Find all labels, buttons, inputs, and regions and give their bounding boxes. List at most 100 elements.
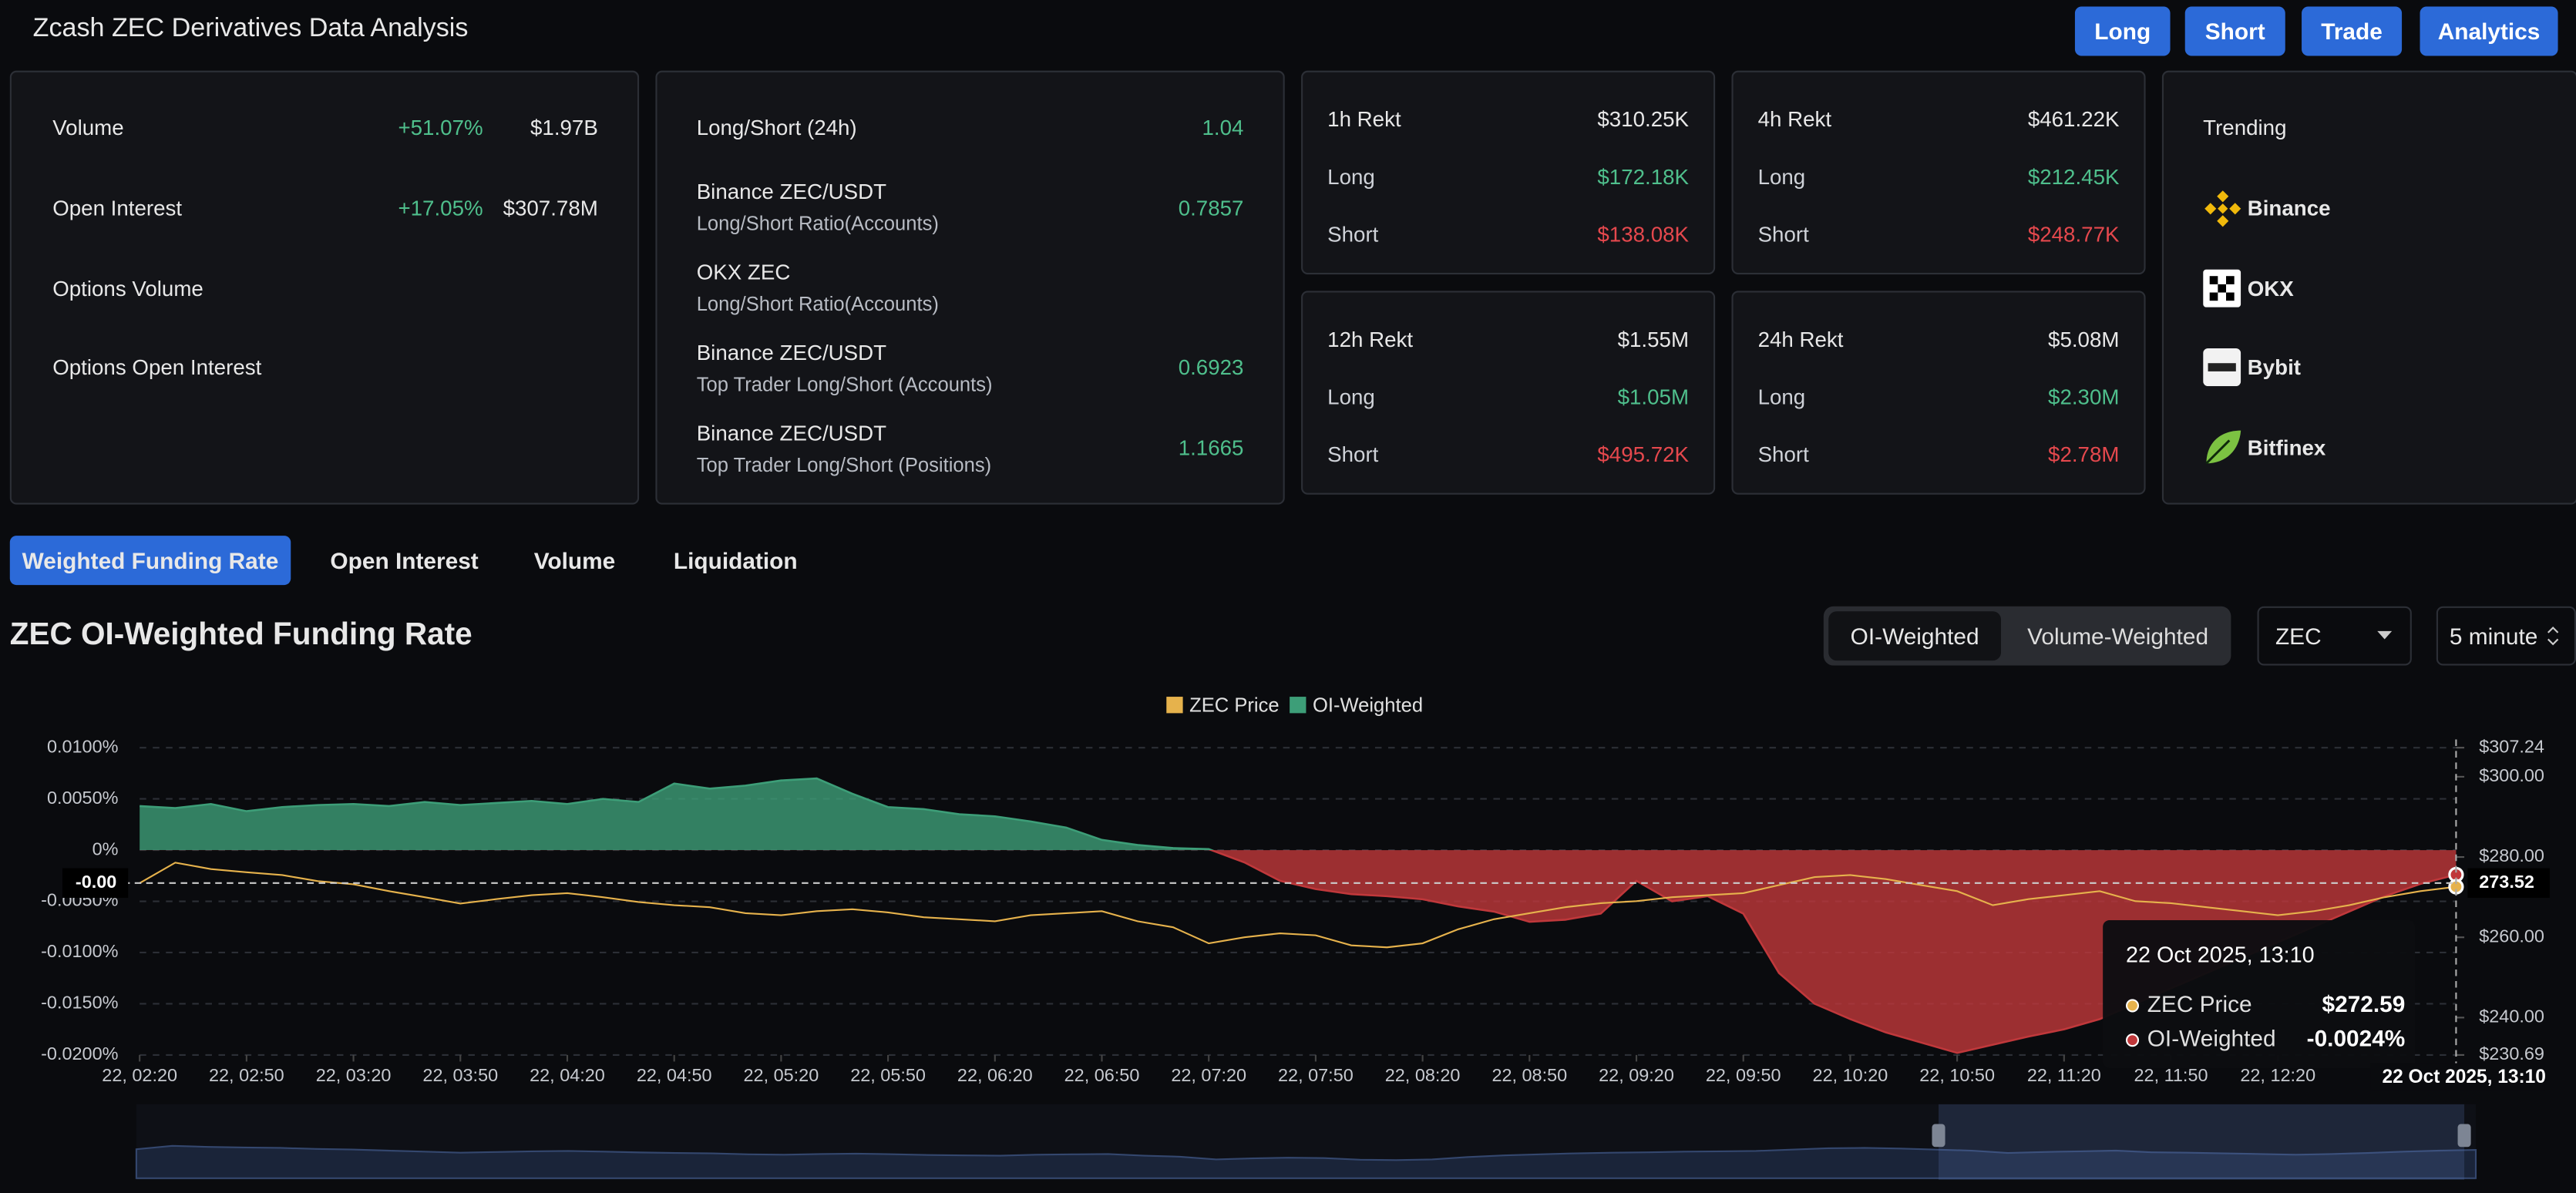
x-tick-label: 22, 09:20: [1599, 1065, 1674, 1085]
legend-label: ZEC Price: [1189, 695, 1280, 717]
rekt-value: $310.25K: [1597, 106, 1690, 132]
tab[interactable]: Liquidation: [673, 547, 798, 574]
area-fill: [140, 778, 2457, 1054]
x-tick-label: 22, 11:50: [2134, 1065, 2208, 1085]
tooltip-title: 22 Oct 2025, 13:10: [2126, 943, 2315, 968]
rekt-value: $212.45K: [2027, 164, 2120, 190]
rekt-value: $461.22K: [2027, 106, 2120, 132]
legend-label: OI-Weighted: [1313, 695, 1423, 717]
select-value: 5 minute: [2449, 623, 2538, 650]
y-tick-label: -0.0150%: [41, 993, 118, 1013]
ratio-name: Binance ZEC/USDT: [696, 179, 887, 204]
label: Options Open Interest: [52, 355, 262, 380]
tab-active[interactable]: Weighted Funding Rate: [9, 536, 291, 586]
trending-item[interactable]: Bitfinex: [2247, 435, 2326, 461]
navigator-area: [135, 1144, 2477, 1179]
ratio-value: 1.04: [1202, 115, 1244, 140]
x-tick-label: 22, 11:20: [2027, 1065, 2101, 1085]
rekt-label: Long: [1757, 384, 1806, 409]
x-tick-label: 22, 06:50: [1064, 1065, 1140, 1085]
caret: [2377, 630, 2393, 640]
trending-item[interactable]: Bybit: [2247, 355, 2301, 380]
coin-select[interactable]: ZEC: [2257, 606, 2412, 666]
tab[interactable]: Volume: [533, 547, 616, 574]
price-line: [139, 862, 2457, 949]
tooltip-box: [2103, 920, 2416, 1068]
crosshair-x-label: 22 Oct 2025, 13:10: [2382, 1067, 2545, 1087]
overview-card: Volume +51.07% $1.97B Open Interest +17.…: [9, 70, 640, 505]
trade-button[interactable]: Trade: [2302, 6, 2403, 56]
rekt-value: $2.78M: [2048, 442, 2120, 467]
value: $1.97B: [530, 115, 598, 140]
bybit-icon: [2203, 348, 2241, 387]
rekt-label: Short: [1757, 221, 1809, 247]
toggle-option-active[interactable]: OI-Weighted: [1828, 611, 2002, 661]
toggle-option[interactable]: Volume-Weighted: [2027, 623, 2209, 650]
x-tick-label: 22, 07:20: [1171, 1065, 1246, 1085]
x-tick-label: 22, 10:20: [1813, 1065, 1888, 1085]
rekt-label: Long: [1757, 164, 1806, 190]
ratio-label: Long/Short Ratio(Accounts): [696, 292, 939, 316]
rekt-value: $172.18K: [1597, 164, 1690, 190]
legend-swatch: [1290, 697, 1306, 714]
ratio-name: Long/Short (24h): [696, 115, 857, 140]
rekt-label: 4h Rekt: [1757, 106, 1832, 132]
label: Options Volume: [52, 276, 203, 301]
value: $307.78M: [503, 195, 598, 220]
x-tick-label: 22, 05:50: [850, 1065, 926, 1085]
tooltip-value: -0.0024%: [2307, 1027, 2406, 1052]
weighting-toggle: OI-Weighted Volume-Weighted: [1823, 606, 2231, 666]
rekt-value: $138.08K: [1597, 221, 1690, 247]
ratio-name: OKX ZEC: [696, 259, 791, 284]
rekt-label: 12h Rekt: [1327, 327, 1414, 352]
ratio-label: Top Trader Long/Short (Positions): [696, 453, 992, 477]
change: +17.05%: [398, 195, 483, 220]
rekt-value: $5.08M: [2048, 327, 2120, 352]
x-tick-label: 22, 08:50: [1491, 1065, 1567, 1085]
trending-item[interactable]: Binance: [2247, 195, 2331, 220]
long-button[interactable]: Long: [2074, 6, 2171, 56]
ratio-label: Long/Short Ratio(Accounts): [696, 212, 939, 235]
y-tick-label: 0%: [92, 838, 119, 859]
x-tick-label: 22, 03:20: [316, 1065, 392, 1085]
short-button[interactable]: Short: [2184, 6, 2285, 56]
rekt-value: $2.30M: [2048, 384, 2120, 409]
x-tick-label: 22, 10:50: [1919, 1065, 1995, 1085]
rekt-card: 1h Rekt $310.25K Long $172.18K Short $138.08K: [1301, 70, 1716, 275]
navigator-handle[interactable]: [2457, 1124, 2471, 1148]
y2-tick-label: $280.00: [2479, 845, 2544, 865]
navigator-handle[interactable]: [1932, 1124, 1945, 1148]
bitfinex-icon: [2205, 430, 2241, 465]
tab[interactable]: Open Interest: [330, 547, 479, 574]
interval-select[interactable]: 5 minute: [2436, 606, 2576, 666]
rekt-value: $248.77K: [2027, 221, 2120, 247]
trending-item[interactable]: OKX: [2247, 276, 2294, 301]
ratio-value: 1.1665: [1178, 435, 1244, 461]
tooltip-name: ZEC Price: [2147, 992, 2252, 1017]
rekt-label: Long: [1327, 164, 1375, 190]
tooltip-dot: [2126, 1033, 2140, 1047]
y2-tick-label: $307.24: [2479, 736, 2544, 756]
analytics-button[interactable]: Analytics: [2420, 6, 2558, 56]
rekt-value: $1.55M: [1617, 327, 1690, 352]
x-tick-label: 22, 03:50: [422, 1065, 498, 1085]
ratio-label: Top Trader Long/Short (Accounts): [696, 373, 993, 396]
x-tick-label: 22, 04:50: [637, 1065, 712, 1085]
rekt-label: Short: [1327, 221, 1379, 247]
crosshair-y2-label: 273.52: [2479, 872, 2534, 892]
rekt-label: Short: [1327, 442, 1379, 467]
x-tick-label: 22, 02:50: [209, 1065, 284, 1085]
change: +51.07%: [398, 115, 483, 140]
crosshair-y-label: -0.00: [76, 872, 116, 892]
rekt-card: 12h Rekt $1.55M Long $1.05M Short $495.72K: [1301, 291, 1716, 495]
rekt-label: 1h Rekt: [1327, 106, 1401, 132]
rekt-label: Short: [1757, 442, 1809, 467]
y-tick-label: 0.0050%: [47, 788, 119, 808]
rekt-value: $1.05M: [1617, 384, 1690, 409]
x-tick-label: 22, 09:50: [1706, 1065, 1781, 1085]
label: Open Interest: [52, 195, 183, 220]
y-tick-label: 0.0100%: [47, 736, 119, 756]
caret: [2547, 627, 2559, 646]
